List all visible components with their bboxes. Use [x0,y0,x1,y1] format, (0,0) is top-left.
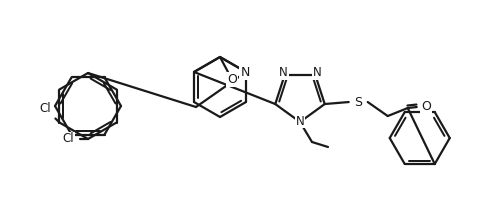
Text: S: S [354,95,362,108]
Text: N: N [296,114,304,128]
Text: N: N [280,67,288,79]
Text: Cl: Cl [40,102,51,115]
Text: O: O [421,100,430,113]
Text: N: N [240,65,250,79]
Text: Cl: Cl [62,132,74,146]
Text: O: O [227,73,237,86]
Text: N: N [313,67,322,79]
